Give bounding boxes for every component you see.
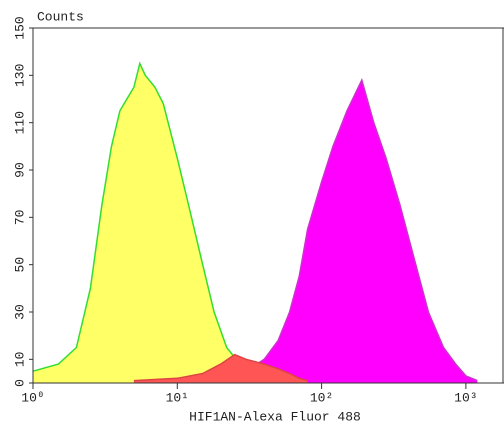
y-tick-label: 130	[12, 64, 27, 87]
area-fill	[234, 80, 478, 383]
x-tick-label: 10²	[310, 390, 333, 405]
y-tick-label: 110	[12, 111, 27, 134]
series-outline	[32, 61, 279, 382]
series-outline	[133, 353, 308, 382]
area-fill	[33, 63, 279, 383]
y-axis-title: Counts	[37, 9, 84, 24]
y-tick-label: 10	[12, 352, 27, 368]
x-tick-label: 10⁰	[21, 390, 44, 405]
x-tick-label: 10¹	[166, 390, 189, 405]
y-tick-label: 50	[12, 257, 27, 273]
y-tick-label: 70	[12, 210, 27, 226]
y-tick-label: 0	[12, 379, 27, 387]
y-tick-label: 30	[12, 304, 27, 320]
series-outline	[234, 77, 478, 382]
area-fill	[133, 354, 308, 383]
y-tick-label: 90	[12, 162, 27, 178]
y-tick-label: 150	[12, 16, 27, 39]
x-tick-label: 10³	[454, 390, 477, 405]
x-axis-title: HIF1AN-Alexa Fluor 488	[189, 409, 361, 424]
